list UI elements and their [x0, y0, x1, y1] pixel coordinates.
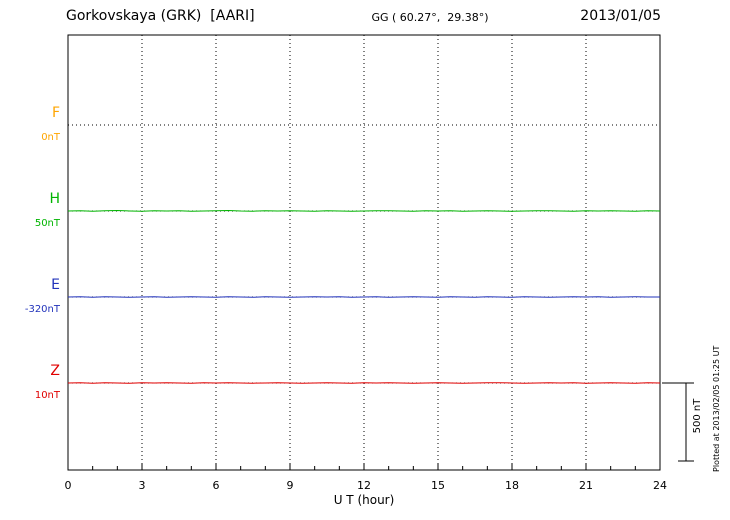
trace-H [67, 209, 661, 212]
x-tick-label: 24 [653, 479, 667, 492]
series-name-E: E [51, 277, 60, 293]
series-baseline-label-F: 0nT [41, 132, 61, 143]
series-baseline-label-H: 50nT [35, 218, 61, 229]
trace-Z [67, 382, 661, 384]
x-tick-label: 12 [357, 479, 371, 492]
series-name-H: H [49, 191, 60, 207]
x-tick-label: 9 [287, 479, 294, 492]
x-tick-label: 15 [431, 479, 445, 492]
plot-footnote: Plotted at 2013/02/05 01:25 UT [712, 345, 721, 472]
date-label: 2013/01/05 [580, 8, 661, 24]
page-title: Gorkovskaya (GRK) [AARI] [66, 8, 255, 24]
x-tick-label: 3 [139, 479, 146, 492]
x-tick-label: 21 [579, 479, 593, 492]
x-tick-label: 18 [505, 479, 519, 492]
x-tick-label: 0 [65, 479, 72, 492]
series-baseline-label-E: -320nT [25, 304, 61, 315]
scale-bar-label: 500 nT [692, 398, 703, 434]
x-axis-title: U T (hour) [333, 493, 395, 507]
geographic-coordinates-label: GG ( 60.27°, 29.38°) [371, 11, 489, 24]
series-name-Z: Z [50, 363, 60, 379]
series-baseline-label-Z: 10nT [35, 390, 61, 401]
x-tick-label: 6 [213, 479, 220, 492]
plot-border [67, 34, 661, 471]
trace-E [67, 296, 660, 298]
series-name-F: F [52, 105, 60, 121]
